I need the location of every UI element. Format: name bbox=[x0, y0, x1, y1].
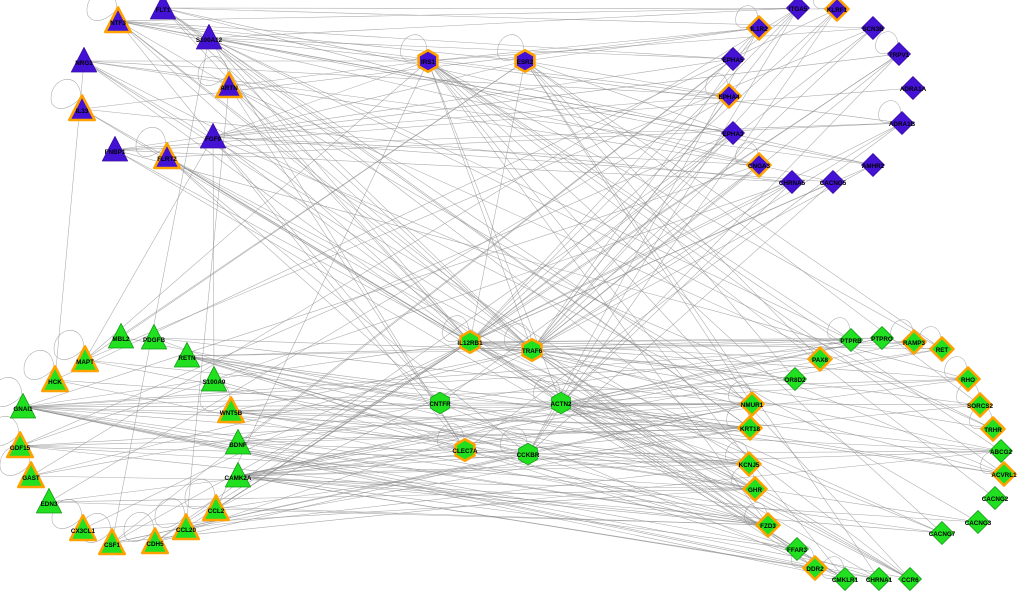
svg-text:ITGA5: ITGA5 bbox=[789, 6, 808, 13]
svg-text:ACTN2: ACTN2 bbox=[551, 401, 572, 408]
svg-text:CCL20: CCL20 bbox=[176, 527, 196, 534]
svg-text:TRPV1: TRPV1 bbox=[889, 52, 910, 59]
svg-text:TRHR: TRHR bbox=[984, 427, 1002, 434]
svg-text:IRS1: IRS1 bbox=[421, 59, 435, 66]
svg-text:IL1R2: IL1R2 bbox=[750, 26, 768, 33]
svg-text:ESR2: ESR2 bbox=[517, 59, 534, 66]
svg-text:CAMK2A: CAMK2A bbox=[225, 475, 252, 482]
svg-text:S100A12: S100A12 bbox=[196, 37, 223, 44]
svg-text:GNAI1: GNAI1 bbox=[13, 406, 33, 413]
svg-text:ARTN: ARTN bbox=[220, 85, 238, 92]
svg-text:CACNG2: CACNG2 bbox=[982, 496, 1009, 503]
svg-text:CLEC7A: CLEC7A bbox=[452, 448, 478, 455]
svg-text:CSF1: CSF1 bbox=[104, 542, 121, 549]
svg-text:NMUR1: NMUR1 bbox=[741, 402, 764, 409]
svg-text:GHR: GHR bbox=[748, 487, 762, 494]
svg-text:CMKLR1: CMKLR1 bbox=[832, 577, 859, 584]
svg-text:FLT1: FLT1 bbox=[156, 7, 171, 14]
svg-text:EPHA5: EPHA5 bbox=[723, 57, 744, 64]
svg-text:OR8D2: OR8D2 bbox=[785, 377, 806, 384]
svg-text:EPHA4: EPHA4 bbox=[719, 94, 740, 101]
svg-text:CACNG7: CACNG7 bbox=[929, 531, 956, 538]
svg-text:PTPRB: PTPRB bbox=[840, 338, 862, 345]
svg-text:ABCG2: ABCG2 bbox=[990, 449, 1013, 456]
svg-text:FGF9: FGF9 bbox=[205, 136, 222, 143]
svg-text:FZD3: FZD3 bbox=[760, 523, 776, 530]
svg-text:IL12RB1: IL12RB1 bbox=[457, 340, 483, 347]
svg-text:ADRA1A: ADRA1A bbox=[900, 86, 927, 93]
svg-text:ADRA1B: ADRA1B bbox=[889, 121, 916, 128]
svg-text:EPHA3: EPHA3 bbox=[723, 131, 744, 138]
svg-text:EDN3: EDN3 bbox=[41, 501, 58, 508]
svg-text:AMHR2: AMHR2 bbox=[862, 163, 885, 170]
svg-text:SORCS2: SORCS2 bbox=[967, 403, 993, 410]
svg-text:RHO: RHO bbox=[961, 377, 975, 384]
svg-text:CX3CL1: CX3CL1 bbox=[71, 528, 96, 535]
svg-text:TRAF6: TRAF6 bbox=[522, 348, 543, 355]
svg-text:CNGA3: CNGA3 bbox=[748, 163, 771, 170]
svg-text:DDR2: DDR2 bbox=[806, 566, 824, 573]
svg-text:RET: RET bbox=[936, 347, 949, 354]
svg-text:KRT18: KRT18 bbox=[740, 426, 760, 433]
svg-text:PAX8: PAX8 bbox=[812, 357, 828, 364]
svg-text:CACNG3: CACNG3 bbox=[965, 520, 992, 527]
svg-text:GAST: GAST bbox=[22, 475, 40, 482]
svg-text:PTPRO: PTPRO bbox=[871, 336, 893, 343]
svg-text:CACNG5: CACNG5 bbox=[820, 180, 847, 187]
svg-text:S100A9: S100A9 bbox=[203, 379, 226, 386]
svg-text:KLRF1: KLRF1 bbox=[827, 7, 848, 14]
svg-text:CCR6: CCR6 bbox=[901, 577, 919, 584]
svg-text:PDGFB: PDGFB bbox=[143, 337, 165, 344]
svg-text:SCN3B: SCN3B bbox=[862, 26, 884, 33]
svg-text:CDH5: CDH5 bbox=[146, 541, 164, 548]
svg-text:CNTFR: CNTFR bbox=[429, 401, 451, 408]
svg-text:HCK: HCK bbox=[48, 379, 62, 386]
svg-text:RETN: RETN bbox=[178, 355, 196, 362]
svg-text:CCL2: CCL2 bbox=[208, 508, 225, 515]
svg-text:CHRNA5: CHRNA5 bbox=[779, 180, 806, 187]
svg-text:WNT5B: WNT5B bbox=[220, 410, 243, 417]
svg-text:ACVRL1: ACVRL1 bbox=[991, 472, 1017, 479]
svg-text:CHRNA1: CHRNA1 bbox=[866, 577, 893, 584]
svg-text:IL33: IL33 bbox=[76, 108, 89, 115]
svg-text:GDF15: GDF15 bbox=[10, 445, 31, 452]
svg-text:BDNF: BDNF bbox=[229, 442, 247, 449]
svg-text:MBL2: MBL2 bbox=[112, 336, 130, 343]
svg-text:FFAR3: FFAR3 bbox=[787, 547, 807, 554]
svg-text:RAMP3: RAMP3 bbox=[903, 340, 926, 347]
svg-text:KCNJ5: KCNJ5 bbox=[739, 462, 760, 469]
svg-text:CCKBR: CCKBR bbox=[517, 452, 540, 459]
svg-text:NTF3: NTF3 bbox=[110, 20, 126, 27]
svg-text:MAPT: MAPT bbox=[76, 359, 94, 366]
svg-text:FNBP1: FNBP1 bbox=[105, 149, 126, 156]
svg-text:FLRT2: FLRT2 bbox=[157, 156, 177, 163]
svg-text:NRG1: NRG1 bbox=[75, 60, 93, 67]
